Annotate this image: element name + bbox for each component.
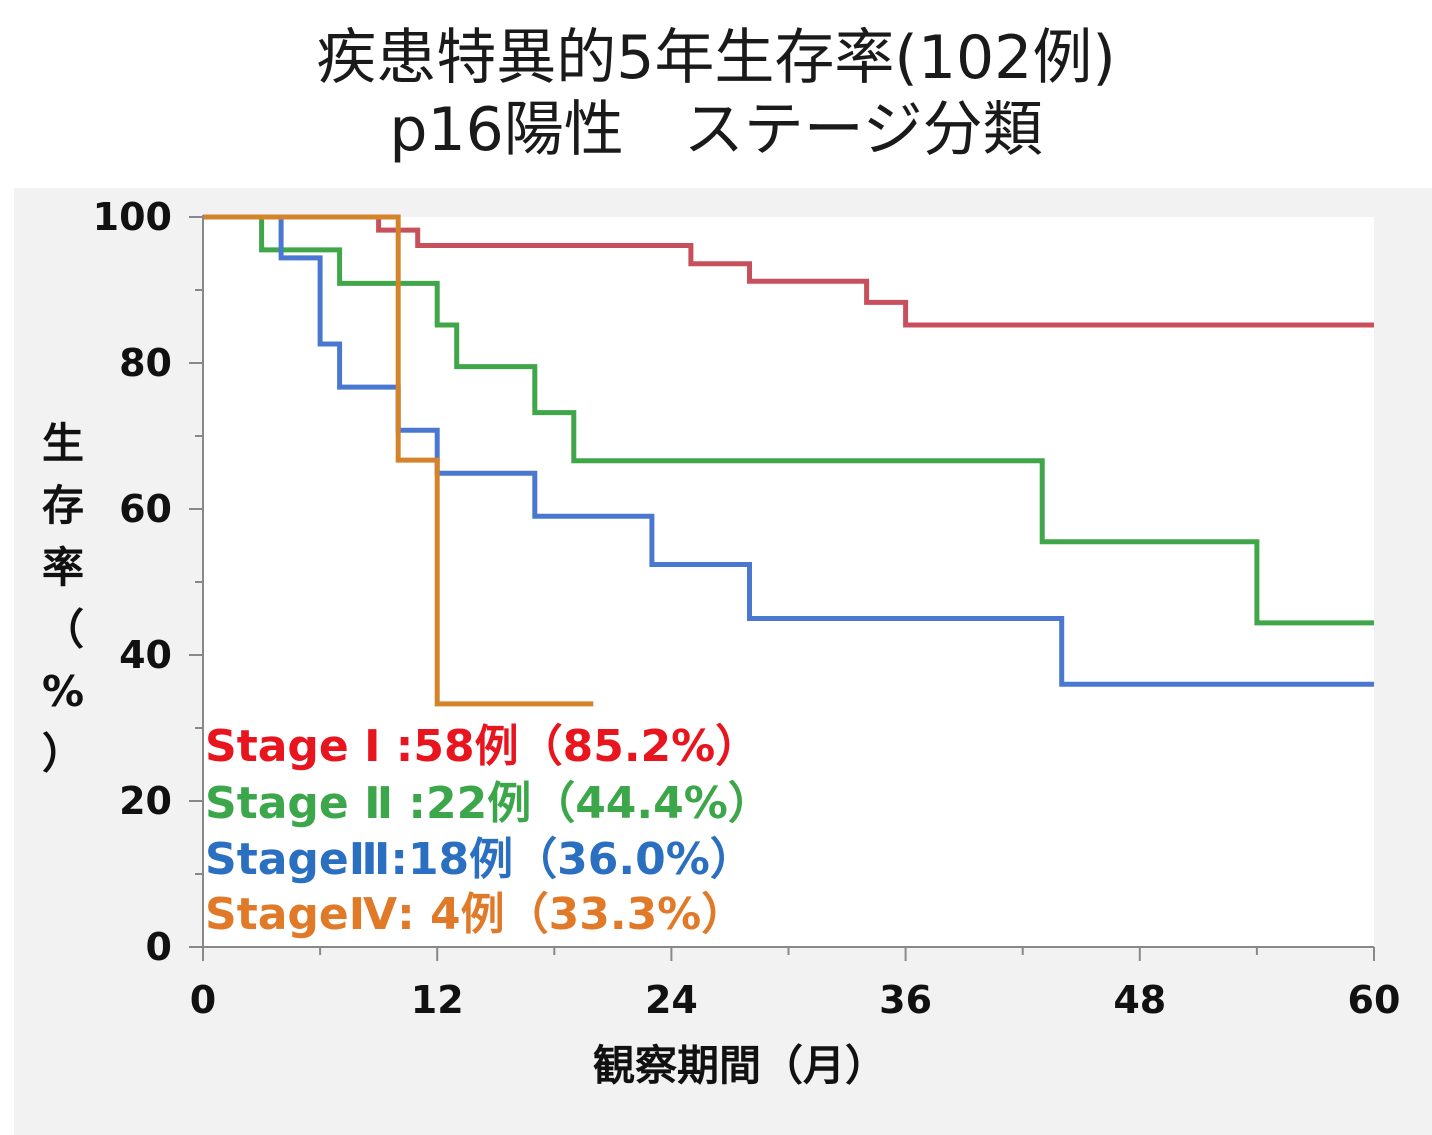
legend: Stage Ⅰ :58例（85.2%）Stage Ⅱ :22例（44.4%）St… [205, 721, 772, 940]
y-tick-label: 80 [119, 341, 172, 385]
y-axis-title: 生存率 （% ） [42, 419, 84, 778]
series-line-stage-2 [203, 214, 1374, 626]
series-layer [203, 214, 1374, 707]
x-tick-label: 12 [411, 978, 464, 1022]
legend-entry-stage-4: StageⅣ: 4例（33.3%） [205, 889, 745, 940]
chart-subtitle: p16陽性 ステージ分類 [389, 95, 1043, 165]
y-axis-title-char: （ [42, 605, 84, 654]
x-tick-label: 24 [645, 978, 698, 1022]
x-axis-title: 観察期間（月） [593, 1041, 887, 1090]
legend-entry-stage-1: Stage Ⅰ :58例（85.2%） [205, 721, 759, 772]
series-line-stage-1 [203, 214, 1374, 328]
label-layer: 観察期間（月） [593, 1041, 887, 1090]
legend-entry-stage-3: StageⅢ:18例（36.0%） [205, 834, 754, 885]
y-tick-label: 0 [146, 925, 172, 969]
y-axis-title-char: 率 [42, 543, 84, 592]
x-tick-label: 0 [190, 978, 216, 1022]
legend-entry-stage-2: Stage Ⅱ :22例（44.4%） [205, 778, 772, 829]
series-line-stage-4 [203, 214, 594, 707]
series-line-stage-3 [203, 214, 1374, 687]
axis-layer: 0 20 40 60 80 100 0 12 24 36 48 60 [93, 195, 1401, 1022]
x-tick-label: 36 [879, 978, 932, 1022]
y-tick-label: 40 [119, 633, 172, 677]
y-axis-title-char: 生 [42, 419, 84, 468]
chart-title: 疾患特異的5年生存率(102例) [316, 23, 1116, 93]
y-tick-label: 20 [119, 779, 172, 823]
y-axis-title-char: ） [42, 729, 84, 778]
y-tick-label: 100 [93, 195, 172, 239]
y-axis-title-char: % [42, 667, 84, 716]
y-tick-label: 60 [119, 487, 172, 531]
x-tick-label: 48 [1113, 978, 1166, 1022]
x-tick-label: 60 [1348, 978, 1401, 1022]
y-axis-title-char: 存 [42, 481, 84, 530]
